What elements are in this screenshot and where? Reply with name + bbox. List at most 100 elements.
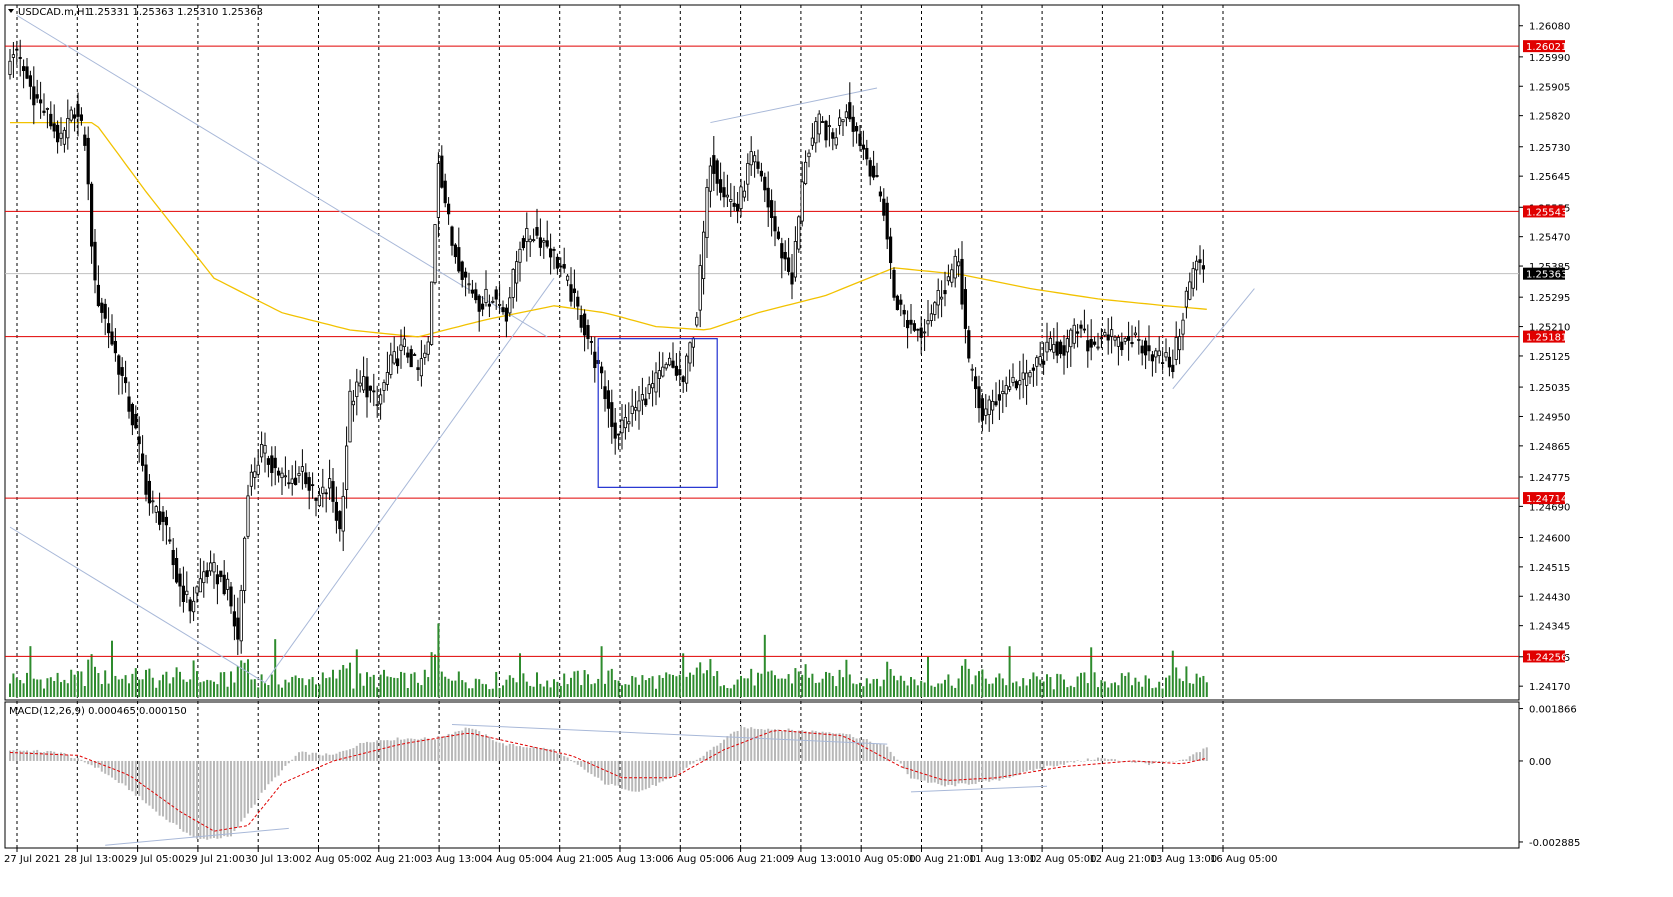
candle-body (1195, 260, 1199, 271)
candle-body (943, 290, 947, 295)
trendline[interactable] (9, 526, 266, 684)
volume-bar (886, 661, 889, 697)
macd-histogram-bar (274, 760, 277, 778)
volume-bar (794, 668, 797, 697)
candle-body (195, 586, 199, 594)
volume-bar (369, 676, 372, 697)
time-tick-label: 16 Aug 05:00 (1210, 854, 1277, 865)
horizontal-levels[interactable] (5, 45, 1519, 657)
volume-bar (1046, 674, 1048, 697)
candle-body (327, 478, 332, 489)
range-box-rect[interactable] (597, 338, 718, 488)
trendline[interactable] (710, 87, 878, 124)
macd-pane[interactable] (4, 701, 1520, 849)
volume-bar (910, 677, 912, 697)
volume-bar (413, 672, 416, 697)
candle-body (807, 152, 811, 158)
candle-body (705, 187, 709, 238)
candle-body (770, 200, 774, 218)
candle-body (28, 75, 33, 87)
macd-histogram-bar (250, 760, 253, 808)
volume-bar (437, 623, 440, 697)
volume-bar (733, 684, 736, 697)
volume-bar (702, 673, 705, 697)
candle-body (861, 144, 866, 150)
macd-histogram-bar (746, 728, 749, 761)
macd-tick-label: 0.001866 (1529, 705, 1577, 716)
price-pane[interactable] (4, 4, 1520, 701)
macd-histogram-bar (563, 756, 566, 761)
volume-bar (1127, 672, 1130, 697)
candle-body (1174, 336, 1178, 360)
macd-histogram-bar (386, 740, 389, 761)
macd-histogram-bar (216, 760, 219, 839)
macd-histogram-bar (264, 760, 266, 790)
candle-body (208, 562, 213, 572)
volume-bar (502, 685, 504, 697)
candle-body (909, 319, 913, 325)
macd-histogram-bar (859, 738, 861, 761)
candle-body (824, 120, 828, 141)
candle-body (69, 109, 73, 121)
volume-bar (1175, 667, 1178, 697)
macd-histogram-bar (590, 760, 593, 775)
candle-body (273, 457, 277, 469)
macd-histogram-bar (522, 747, 525, 761)
macd-histogram-bar (835, 733, 838, 761)
macd-histogram-bar (525, 747, 528, 761)
candle-body (899, 299, 903, 305)
volume-bar (158, 680, 161, 697)
volume-bar (264, 683, 266, 697)
macd-axis: 0.001866 0.00 -0.002885 (1519, 705, 1580, 849)
trendline[interactable] (16, 14, 548, 338)
candle-body (630, 405, 634, 414)
candle-body (885, 202, 889, 240)
time-axis[interactable]: 27 Jul 2021 28 Jul 13:00 29 Jul 05:00 29 Ju… (4, 848, 1277, 865)
trendline[interactable] (264, 277, 555, 684)
macd-histogram-bar (83, 760, 86, 763)
macd-histogram-bar (512, 744, 515, 761)
volume-bar (723, 685, 725, 697)
candle-body (290, 478, 294, 484)
range-box[interactable] (597, 338, 718, 488)
macd-histogram-bar (896, 759, 899, 761)
candle-body (1059, 341, 1063, 355)
triangle-down-icon[interactable] (8, 9, 14, 13)
candle-body (181, 585, 185, 602)
candle-body (593, 351, 597, 369)
candle-body (18, 57, 22, 59)
price-axis[interactable]: 1.26080 1.25990 1.25905 1.25820 1.25730 1.256… (1519, 22, 1570, 693)
candle-body (940, 296, 944, 300)
volume-bar (971, 684, 974, 697)
candle-body (603, 386, 607, 400)
macd-histogram-bar (770, 729, 773, 761)
volume-bar (1185, 666, 1188, 697)
macd-histogram-bar (644, 760, 647, 790)
volume-bar (315, 684, 317, 697)
candle-body (780, 243, 784, 259)
volume-bar (655, 688, 657, 697)
volume-bar (403, 672, 406, 697)
trendline[interactable] (1172, 288, 1255, 390)
price-tick-label: 1.24690 (1529, 502, 1570, 513)
trendlines[interactable] (9, 14, 1255, 684)
volume-bar (474, 678, 477, 697)
candle-body (1127, 335, 1131, 341)
macd-histogram-bar (787, 728, 790, 761)
macd-histogram-bar (641, 760, 644, 791)
volume-bar (420, 685, 423, 697)
volume-bar (22, 683, 25, 697)
volume-bar (359, 673, 362, 697)
volume-bar (1080, 672, 1082, 697)
macd-histogram-bar (342, 750, 345, 761)
candle-body (232, 611, 236, 627)
macd-histogram-bar (587, 760, 589, 773)
candle-body (463, 271, 468, 278)
candle-body (712, 155, 716, 174)
volume-bar (240, 660, 243, 697)
macd-histogram-bar (199, 760, 202, 839)
candle-body (372, 390, 376, 393)
price-labels: 1.26021 1.25543 1.25181 1.24714 1.24256 1.253… (1523, 40, 1567, 663)
candle-body (841, 119, 845, 123)
